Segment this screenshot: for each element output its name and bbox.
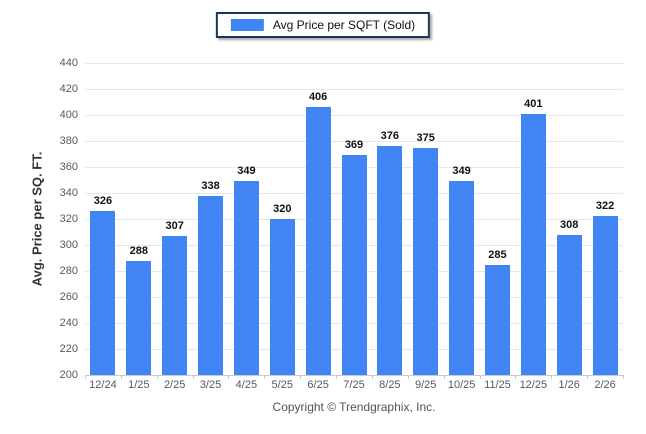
y-tick-label: 400 [59,109,78,121]
y-tick-label: 320 [59,213,78,225]
x-tick-label: 4/25 [235,379,258,391]
bar-value-label: 376 [380,130,400,143]
bar-value-label: 288 [129,244,148,257]
axis-tick [85,375,86,379]
x-tick-label: 3/25 [199,379,222,391]
axis-tick [336,375,338,379]
x-tick-label: 12/24 [89,379,117,391]
x-tick-label: 9/25 [415,379,437,391]
y-tick-label: 420 [59,83,78,95]
bar [162,235,188,375]
axis-tick [407,375,409,379]
axis-tick [156,375,158,379]
axis-tick [192,375,194,379]
x-tick-label: 8/25 [379,379,401,391]
bar-value-label: 369 [344,139,364,152]
x-tick-label: 10/25 [447,379,476,391]
bar [449,181,475,375]
bar-value-label: 375 [416,131,435,144]
bar [520,113,546,375]
bar-value-label: 307 [165,219,184,232]
bar-value-label: 349 [452,165,471,178]
bar-value-label: 320 [273,203,292,215]
bar-value-label: 349 [237,165,256,178]
axis-tick [479,375,481,379]
y-tick-label: 440 [59,57,78,69]
y-tick-label: 240 [59,317,78,329]
chart-legend: Avg Price per SQFT (Sold) [215,12,431,38]
x-tick-label: 7/25 [343,379,365,391]
y-tick-label: 220 [59,343,78,355]
x-tick-label: 2/25 [163,379,186,391]
x-tick-label: 11/25 [484,379,511,391]
plot-area: 440 420 400 380 360 340 320 300 280 260 240 220 200 3… [60,57,624,391]
bar [305,107,331,375]
legend-label: Avg Price per SQFT (Sold) [272,18,416,32]
x-tick-label: 1/25 [128,379,150,391]
bar [377,146,403,375]
axis-tick [623,375,624,379]
axis-tick [264,375,266,379]
bar [90,211,116,375]
bar-value-label: 308 [560,218,579,231]
y-tick-label: 260 [59,291,78,303]
axis-tick [443,375,445,379]
x-tick-label: 5/25 [271,379,293,391]
legend-color-swatch [230,19,264,31]
bar [341,155,367,375]
bar-value-label: 285 [488,248,507,261]
bar-value-label: 326 [93,195,113,208]
y-tick-label: 380 [59,135,78,147]
bar-value-label: 401 [524,97,543,110]
y-tick-label: 300 [59,239,78,251]
gridline [85,115,623,116]
x-tick-label: 6/25 [307,379,329,391]
axis-tick [515,375,517,379]
axis-tick [587,375,589,379]
bar [126,260,152,375]
y-tick-label: 200 [59,369,78,381]
y-tick-label: 280 [59,265,78,277]
bar [198,195,224,375]
bar [592,216,618,375]
gridline [85,141,623,142]
bar-value-label: 406 [308,91,328,104]
copyright-text: Copyright © Trendgraphix, Inc. [272,400,436,414]
x-axis-line [85,375,623,376]
bar-value-label: 338 [201,179,220,192]
axis-tick [551,375,553,379]
x-tick-label: 1/26 [558,379,580,391]
bar [484,264,510,375]
gridline [85,63,623,64]
y-tick-label: 360 [59,161,78,173]
axis-tick [228,375,230,379]
gridline [85,89,623,90]
axis-tick [300,375,302,379]
x-tick-label: 12/25 [519,379,548,391]
axis-tick [120,375,122,379]
bar-value-label: 322 [595,200,615,213]
bar [413,147,439,375]
bar [269,219,295,375]
axis-tick [371,375,373,379]
bar [233,181,259,375]
y-tick-label: 340 [59,187,78,199]
x-tick-label: 2/26 [594,379,616,391]
bar [556,234,582,375]
